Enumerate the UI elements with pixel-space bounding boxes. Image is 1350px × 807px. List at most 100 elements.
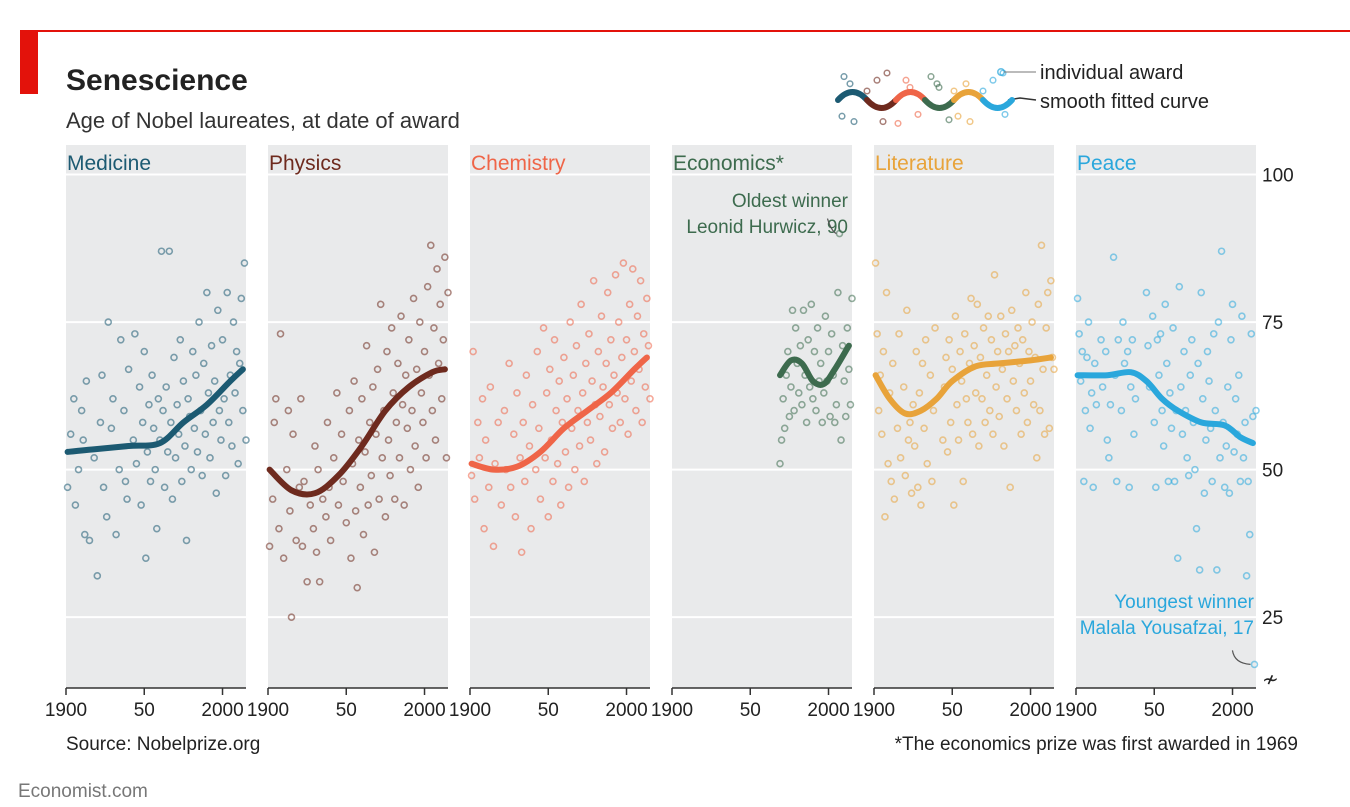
data-point [939,436,947,444]
x-tick-label: 50 [336,700,357,721]
data-point [437,394,446,403]
data-point [1222,442,1231,450]
data-point [354,436,363,444]
legend-curve-segment [951,89,986,103]
data-point [1028,318,1036,326]
data-point [550,335,559,344]
data-point [434,359,443,368]
data-point [408,406,416,415]
data-point [1220,483,1229,492]
data-point [1225,489,1234,498]
data-point [1250,660,1259,669]
data-point [873,330,881,338]
data-point [416,318,424,326]
data-point [646,394,654,403]
data-point [168,495,177,503]
data-point [1003,394,1011,403]
data-point [195,318,203,326]
legend-dot [902,76,910,84]
data-point [231,389,239,397]
data-point [145,400,153,409]
data-point [1239,454,1248,462]
data-point [1238,312,1246,320]
data-point [610,371,618,379]
data-point [426,241,435,250]
data-point [431,436,440,444]
data-point [383,347,391,356]
data-point [1175,282,1184,291]
data-point [516,454,524,462]
data-point [1245,530,1254,539]
data-point [387,324,396,332]
data-point [376,300,385,309]
data-point [845,365,853,374]
panel-literature: Literature 1900 50 2000 [853,145,1058,721]
chart-subtitle: Age of Nobel laureates, at date of award [66,108,460,133]
data-point [834,288,842,297]
data-point [1004,347,1013,356]
data-point [571,465,579,474]
data-point [242,436,250,444]
data-point [1209,330,1218,338]
data-point [474,418,482,427]
data-point [1023,418,1032,427]
data-point [1169,324,1177,332]
data-point [641,383,650,391]
data-point [184,394,192,403]
data-point [85,536,94,545]
data-point [971,389,980,397]
data-point [207,341,216,350]
data-point [513,389,521,397]
data-point [998,365,1007,374]
legend-dot [954,112,962,120]
data-point [611,271,620,279]
data-point [1241,418,1249,427]
data-point [342,518,351,527]
data-point [334,501,343,509]
data-point [888,359,897,368]
data-point [558,418,567,427]
accent-bar [20,30,38,94]
data-point [356,483,365,492]
data-point [841,412,850,421]
data-point [239,406,247,415]
data-point [569,371,578,379]
data-point [804,335,812,344]
data-point [80,530,89,539]
data-point [923,459,932,468]
data-point [621,394,629,403]
data-point [430,324,438,332]
data-point [996,312,1005,320]
data-point [625,300,634,309]
data-point [575,442,584,450]
data-point [132,459,141,468]
data-point [82,377,91,385]
data-point [906,418,914,427]
data-point [1078,347,1087,356]
data-point [214,306,222,315]
data-point [520,477,529,486]
data-point [1252,406,1260,415]
data-point [1029,400,1038,409]
data-point [777,436,786,444]
data-point [384,436,393,444]
data-point [1178,430,1187,439]
data-point [1192,524,1201,533]
panel-background [672,145,852,688]
data-point [1039,365,1047,374]
data-point [915,389,924,397]
data-point [337,430,346,439]
data-point [1173,554,1182,562]
data-point [967,294,975,303]
data-point [594,347,603,356]
data-point [630,347,639,356]
data-point [1197,288,1206,297]
data-point [237,294,246,303]
data-point [628,265,637,273]
data-point [592,459,601,468]
data-point [375,495,383,503]
legend-dot [962,80,970,88]
data-point [152,524,161,533]
data-point [788,306,797,315]
data-point [1017,430,1025,439]
